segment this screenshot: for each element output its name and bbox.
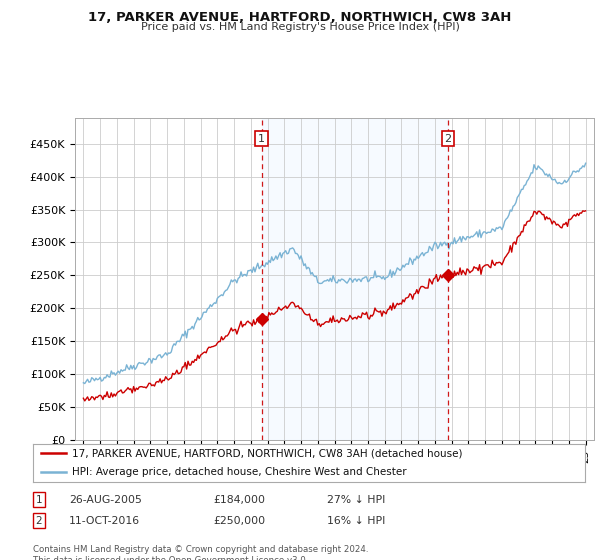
Text: Price paid vs. HM Land Registry's House Price Index (HPI): Price paid vs. HM Land Registry's House … <box>140 22 460 32</box>
Text: 1: 1 <box>258 133 265 143</box>
Text: 2: 2 <box>35 516 43 526</box>
Text: 11-OCT-2016: 11-OCT-2016 <box>69 516 140 526</box>
Bar <box>262 118 448 440</box>
Text: £250,000: £250,000 <box>213 516 265 526</box>
Text: HPI: Average price, detached house, Cheshire West and Chester: HPI: Average price, detached house, Ches… <box>71 468 406 478</box>
Text: 27% ↓ HPI: 27% ↓ HPI <box>327 494 385 505</box>
Text: 17, PARKER AVENUE, HARTFORD, NORTHWICH, CW8 3AH: 17, PARKER AVENUE, HARTFORD, NORTHWICH, … <box>88 11 512 24</box>
Text: 16% ↓ HPI: 16% ↓ HPI <box>327 516 385 526</box>
Text: 1: 1 <box>35 494 43 505</box>
Text: 2: 2 <box>445 133 452 143</box>
Text: Contains HM Land Registry data © Crown copyright and database right 2024.
This d: Contains HM Land Registry data © Crown c… <box>33 545 368 560</box>
Text: 26-AUG-2005: 26-AUG-2005 <box>69 494 142 505</box>
Text: 17, PARKER AVENUE, HARTFORD, NORTHWICH, CW8 3AH (detached house): 17, PARKER AVENUE, HARTFORD, NORTHWICH, … <box>71 449 462 459</box>
Text: £184,000: £184,000 <box>213 494 265 505</box>
